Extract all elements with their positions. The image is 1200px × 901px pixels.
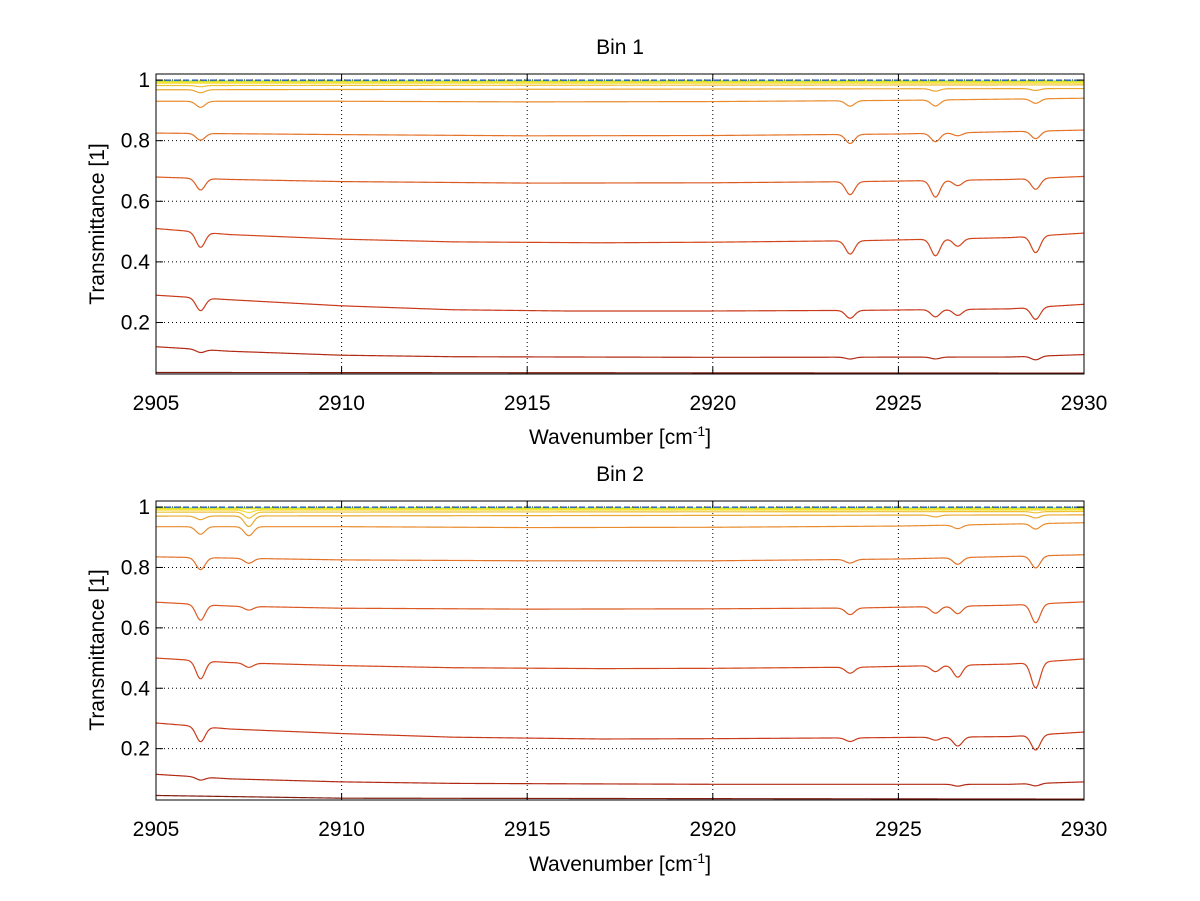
axes-box	[155, 73, 1085, 375]
y-tick-label: 0.8	[121, 556, 150, 579]
chart-panel-bin-2: Bin 2 2905 2910 2915 2920 2925 2930 0.2 0.4 0.6 0…	[86, 463, 1107, 876]
axes-box	[155, 500, 1085, 801]
series-line-6	[155, 129, 1085, 145]
series-group	[155, 79, 1085, 374]
series-line-2	[155, 346, 1085, 361]
axis-ticks: 2905 2910 2915 2920 2925 2930 0.2 0.4 0.6 0.8 1	[121, 496, 1108, 841]
chart-panel-bin-1: Bin 1 2905 2910 2915 2920 2925 2930 0.2 0.4 0.6 0…	[86, 36, 1107, 449]
x-tick-label: 2915	[504, 818, 551, 841]
y-tick-label: 0.2	[121, 311, 150, 334]
series-line-1	[155, 371, 1084, 374]
x-tick-label: 2905	[133, 392, 180, 415]
x-axis-label: Wavenumber [cm-1]	[529, 850, 711, 876]
x-tick-label: 2920	[689, 392, 736, 415]
y-tick-label: 0.2	[121, 738, 150, 761]
series-line-8	[156, 514, 1084, 528]
y-tick-label: 0.6	[121, 617, 150, 640]
series-line-2	[155, 773, 1085, 787]
x-tick-label: 2910	[318, 818, 365, 841]
series-line-4	[155, 657, 1085, 689]
chart-title: Bin 2	[596, 463, 644, 486]
x-tick-label: 2920	[689, 818, 736, 841]
x-axis-label: Wavenumber [cm-1]	[529, 423, 711, 449]
series-line-5	[155, 601, 1085, 624]
x-tick-label: 2915	[504, 392, 551, 415]
chart-title: Bin 1	[596, 36, 644, 59]
y-tick-label: 0.6	[121, 190, 150, 213]
plot-area: 2905 2910 2915 2920 2925 2930 0.2 0.4 0.6 0.8 1	[121, 69, 1108, 415]
y-tick-label: 1	[138, 496, 150, 519]
y-tick-label: 0.8	[121, 130, 150, 153]
axis-ticks: 2905 2910 2915 2920 2925 2930 0.2 0.4 0.6 0.8 1	[121, 69, 1108, 415]
y-axis-label: Transmittance [1]	[86, 143, 109, 304]
y-axis-label: Transmittance [1]	[86, 569, 109, 730]
series-line-1	[155, 794, 1084, 800]
series-line-3	[155, 294, 1085, 320]
series-line-7	[156, 97, 1085, 108]
series-line-3	[155, 722, 1085, 751]
x-tick-label: 2930	[1061, 818, 1108, 841]
series-line-4	[155, 227, 1085, 257]
x-tick-label: 2910	[318, 392, 365, 415]
series-line-9	[156, 510, 1084, 519]
y-tick-label: 1	[138, 69, 150, 92]
series-line-8	[156, 87, 1084, 94]
series-line-5	[155, 175, 1085, 198]
series-line-7	[156, 522, 1085, 537]
x-tick-label: 2905	[133, 818, 180, 841]
plot-area: 2905 2910 2915 2920 2925 2930 0.2 0.4 0.6 0.8 1	[121, 496, 1108, 841]
y-tick-label: 0.4	[121, 251, 151, 274]
x-tick-label: 2930	[1061, 392, 1108, 415]
y-tick-label: 0.4	[121, 677, 151, 700]
x-tick-label: 2925	[875, 818, 922, 841]
x-tick-label: 2925	[875, 392, 922, 415]
series-line-9	[155, 84, 1084, 88]
series-group	[155, 506, 1085, 800]
series-line-6	[155, 554, 1085, 571]
series-line-10	[156, 509, 1084, 514]
